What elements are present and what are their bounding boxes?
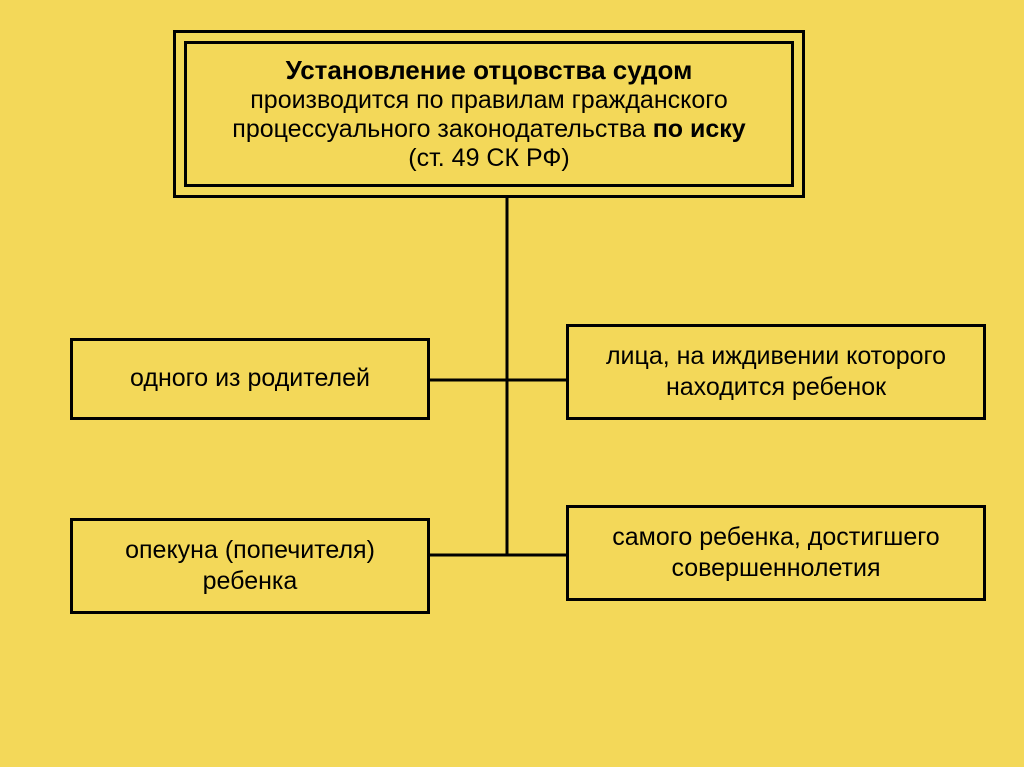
node-label: одного из родителей [130,363,370,394]
header-line-2: производится по правилам гражданского [250,86,727,115]
node-label: лица, на иждивении которого находится ре… [579,341,973,404]
node-label: самого ребенка, достигшего совершеннолет… [579,522,973,585]
header-line-3-bold: по иску [653,115,746,143]
node-n4: самого ребенка, достигшего совершеннолет… [566,505,986,601]
header-box: Установление отцовства судом производитс… [184,41,794,187]
node-n2: лица, на иждивении которого находится ре… [566,324,986,420]
header-line-3: процессуального законодательства по иску [232,115,745,144]
header-line-4: (ст. 49 СК РФ) [408,144,569,173]
node-label: опекуна (попечителя) ребенка [83,535,417,598]
header-line-3-prefix: процессуального законодательства [232,115,652,143]
node-n3: опекуна (попечителя) ребенка [70,518,430,614]
node-n1: одного из родителей [70,338,430,420]
header-title: Установление отцовства судом [286,55,693,86]
